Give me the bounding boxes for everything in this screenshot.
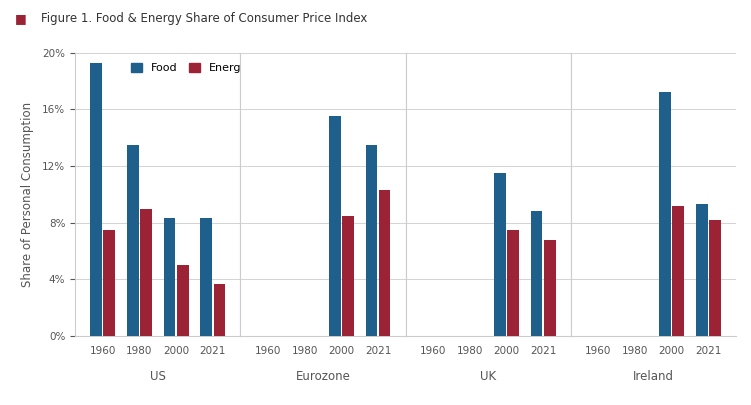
Bar — [379, 190, 391, 336]
Bar — [104, 230, 115, 336]
Text: ■: ■ — [15, 12, 27, 25]
Bar — [366, 145, 377, 336]
Bar — [164, 218, 175, 336]
Bar — [213, 284, 225, 336]
Bar — [709, 220, 721, 336]
X-axis label: Eurozone: Eurozone — [295, 370, 351, 383]
Bar — [531, 211, 542, 336]
Y-axis label: Share of Personal Consumption: Share of Personal Consumption — [21, 102, 34, 287]
Bar — [696, 204, 707, 336]
Bar — [342, 215, 354, 336]
Bar — [201, 218, 212, 336]
Bar — [672, 206, 684, 336]
Bar — [90, 62, 102, 336]
X-axis label: UK: UK — [480, 370, 496, 383]
X-axis label: US: US — [149, 370, 166, 383]
Bar — [544, 240, 556, 336]
Bar — [329, 117, 340, 336]
Legend: Food, Energy: Food, Energy — [127, 58, 252, 77]
Bar — [494, 173, 505, 336]
X-axis label: Ireland: Ireland — [633, 370, 674, 383]
Bar — [140, 209, 152, 336]
Bar — [507, 230, 519, 336]
Text: Figure 1. Food & Energy Share of Consumer Price Index: Figure 1. Food & Energy Share of Consume… — [41, 12, 368, 25]
Bar — [659, 92, 671, 336]
Bar — [127, 145, 139, 336]
Bar — [176, 265, 189, 336]
